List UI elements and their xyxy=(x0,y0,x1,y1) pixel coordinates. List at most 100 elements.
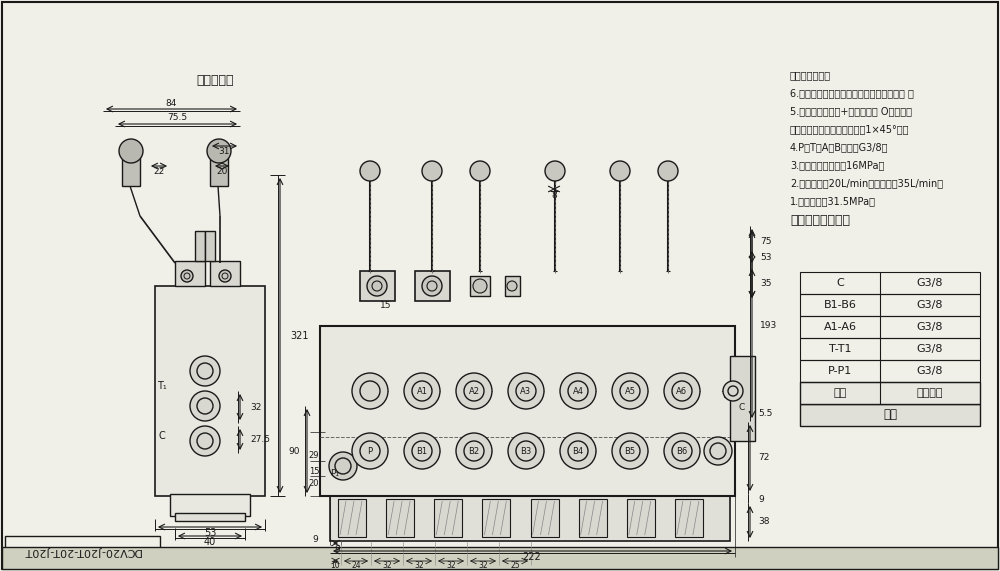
Text: 2.额定流量：20L/min，最大流量35L/min；: 2.额定流量：20L/min，最大流量35L/min； xyxy=(790,178,943,188)
Circle shape xyxy=(181,270,193,282)
Text: A3: A3 xyxy=(520,387,532,396)
Text: 90: 90 xyxy=(288,447,300,456)
Text: B4: B4 xyxy=(572,447,584,456)
Text: T-T1: T-T1 xyxy=(829,344,851,354)
Text: P₁: P₁ xyxy=(330,469,340,478)
Text: A1-A6: A1-A6 xyxy=(824,322,856,332)
Text: 均为平面密封，螺纹孔口倒角1×45°角。: 均为平面密封，螺纹孔口倒角1×45°角。 xyxy=(790,124,910,134)
Text: 22: 22 xyxy=(153,167,165,175)
Circle shape xyxy=(190,391,220,421)
Circle shape xyxy=(470,161,490,181)
Text: 75: 75 xyxy=(760,236,772,246)
Bar xyxy=(800,404,980,426)
Bar xyxy=(360,271,395,301)
Text: 15: 15 xyxy=(309,467,319,476)
Text: 8: 8 xyxy=(551,191,557,199)
Bar xyxy=(800,316,980,338)
Text: 53: 53 xyxy=(760,252,772,262)
Text: 32: 32 xyxy=(414,561,424,569)
Circle shape xyxy=(658,161,678,181)
Text: A4: A4 xyxy=(572,387,584,396)
Circle shape xyxy=(190,356,220,386)
Bar xyxy=(338,499,366,537)
Text: 15: 15 xyxy=(380,301,392,311)
Circle shape xyxy=(508,433,544,469)
Text: 9: 9 xyxy=(312,534,318,544)
Bar xyxy=(800,294,980,316)
Circle shape xyxy=(352,433,388,469)
Circle shape xyxy=(610,161,630,181)
Bar xyxy=(482,499,510,537)
Bar xyxy=(800,272,980,294)
Text: P-P1: P-P1 xyxy=(828,366,852,376)
Text: 5.5: 5.5 xyxy=(758,408,772,417)
Bar xyxy=(210,261,240,286)
Bar xyxy=(530,499,558,537)
Text: 75.5: 75.5 xyxy=(167,114,187,123)
Text: 53: 53 xyxy=(204,528,216,538)
Text: B1: B1 xyxy=(416,447,428,456)
Bar xyxy=(386,499,414,537)
Text: 31: 31 xyxy=(218,147,230,155)
Text: T₁: T₁ xyxy=(157,381,167,391)
Text: B2: B2 xyxy=(468,447,480,456)
Text: 20: 20 xyxy=(309,480,319,489)
Bar xyxy=(505,276,520,296)
Text: 9: 9 xyxy=(334,545,340,553)
Text: 32: 32 xyxy=(250,403,261,412)
Text: 9: 9 xyxy=(758,494,764,504)
Text: C: C xyxy=(159,431,165,441)
Text: T₁: T₁ xyxy=(722,392,730,400)
Bar xyxy=(675,499,703,537)
Circle shape xyxy=(508,373,544,409)
Bar xyxy=(800,382,980,404)
Bar xyxy=(155,286,265,496)
Text: G3/8: G3/8 xyxy=(917,322,943,332)
Circle shape xyxy=(560,373,596,409)
Text: 32: 32 xyxy=(382,561,392,569)
Text: 6.阀体表面磷化处理，安全阀及螺堡镀锤， 支: 6.阀体表面磷化处理，安全阀及螺堡镀锤， 支 xyxy=(790,88,914,98)
Text: 27.5: 27.5 xyxy=(250,436,270,444)
Text: 4.P、T、A、B口均为G3/8，: 4.P、T、A、B口均为G3/8， xyxy=(790,142,889,152)
Bar xyxy=(210,156,228,186)
Circle shape xyxy=(119,139,143,163)
Circle shape xyxy=(422,276,442,296)
Circle shape xyxy=(507,281,517,291)
Bar xyxy=(800,338,980,360)
Text: 接口: 接口 xyxy=(833,388,847,398)
Text: C: C xyxy=(836,278,844,288)
Text: 3.安装阀调定压力：16MPa；: 3.安装阀调定压力：16MPa； xyxy=(790,160,884,170)
Text: 35: 35 xyxy=(760,279,772,288)
Text: G3/8: G3/8 xyxy=(917,300,943,310)
Text: 222: 222 xyxy=(523,552,541,562)
Text: C: C xyxy=(739,404,745,412)
Text: 螺纹规格: 螺纹规格 xyxy=(917,388,943,398)
Circle shape xyxy=(704,437,732,465)
Bar xyxy=(579,499,607,537)
Circle shape xyxy=(612,433,648,469)
Text: 321: 321 xyxy=(290,331,308,341)
Text: B1-B6: B1-B6 xyxy=(824,300,856,310)
Text: 10: 10 xyxy=(331,561,340,569)
Text: DCV20-J20T-20T-J20T: DCV20-J20T-20T-J20T xyxy=(23,546,141,556)
Bar xyxy=(800,360,980,382)
Text: 40: 40 xyxy=(204,537,216,547)
Bar xyxy=(175,261,205,286)
Circle shape xyxy=(723,381,743,401)
Text: 架后盖为铝本色: 架后盖为铝本色 xyxy=(790,70,831,80)
Circle shape xyxy=(207,139,231,163)
Text: 阀体: 阀体 xyxy=(883,408,897,421)
Text: A1: A1 xyxy=(416,387,428,396)
Text: 技术要求及参数：: 技术要求及参数： xyxy=(790,215,850,227)
Circle shape xyxy=(612,373,648,409)
Bar xyxy=(205,231,215,261)
Text: B6: B6 xyxy=(676,447,688,456)
Bar xyxy=(122,156,140,186)
Text: G3/8: G3/8 xyxy=(917,344,943,354)
Circle shape xyxy=(404,373,440,409)
Text: 20: 20 xyxy=(216,167,228,175)
Text: A6: A6 xyxy=(676,387,688,396)
Text: 29: 29 xyxy=(309,452,319,460)
Circle shape xyxy=(664,433,700,469)
Text: A5: A5 xyxy=(624,387,636,396)
